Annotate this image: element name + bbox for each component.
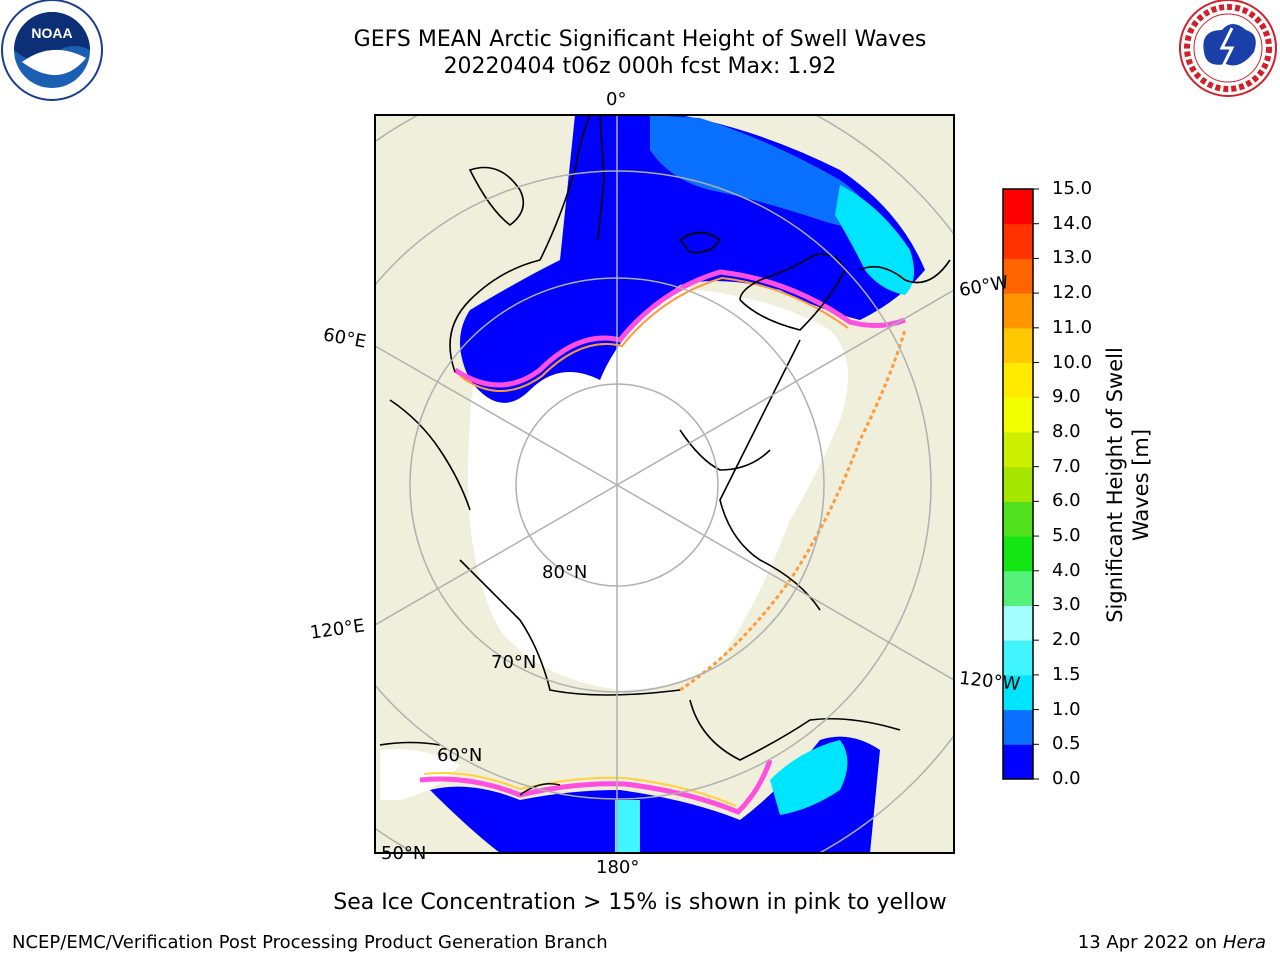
map-area bbox=[375, 115, 954, 853]
colorbar-label-line2: Waves [m] bbox=[1129, 428, 1153, 542]
colorbar-tick-label: 6.0 bbox=[1052, 490, 1081, 512]
colorbar-tick-label: 14.0 bbox=[1052, 212, 1093, 234]
colorbar-tick-label: 5.0 bbox=[1052, 525, 1081, 547]
plot-title: GEFS MEAN Arctic Significant Height of S… bbox=[353, 27, 927, 52]
footer-date-text: 13 Apr 2022 on bbox=[1077, 932, 1218, 953]
north-pacific-cyan bbox=[770, 740, 848, 815]
colorbar-tick-label: 3.0 bbox=[1052, 594, 1081, 616]
bering-sea-swell bbox=[430, 736, 880, 853]
ice-edge-atlantic-inner bbox=[459, 276, 849, 392]
nws-logo bbox=[1179, 0, 1277, 97]
lat-label-80n: 80°N bbox=[542, 562, 588, 583]
colorbar-segment bbox=[1003, 189, 1033, 225]
colorbar-tick-label: 1.5 bbox=[1052, 663, 1081, 685]
colorbar-tick-label: 8.0 bbox=[1052, 420, 1081, 442]
colorbar-segment bbox=[1003, 674, 1033, 711]
footer-host: Hera bbox=[1222, 932, 1266, 953]
colorbar-segment bbox=[1003, 362, 1033, 398]
arctic-ocean bbox=[468, 286, 848, 690]
colorbar-segment bbox=[1003, 744, 1033, 780]
colorbar bbox=[1002, 188, 1039, 780]
colorbar-segment bbox=[1003, 640, 1033, 676]
lat-label-60n: 60°N bbox=[437, 745, 483, 766]
greenland-sea-cyan bbox=[835, 185, 914, 295]
colorbar-segment bbox=[1003, 397, 1033, 433]
colorbar-tick-label: 9.0 bbox=[1052, 386, 1081, 408]
bering-cyan-strip bbox=[615, 800, 640, 853]
colorbar-frame bbox=[1002, 188, 1034, 780]
ice-edge-canada bbox=[679, 329, 907, 692]
colorbar-tick-label: 1.0 bbox=[1052, 698, 1081, 720]
noaa-logo: NOAA bbox=[1, 0, 103, 101]
norwegian-sea-highswell bbox=[650, 115, 880, 230]
colorbar-tick-label: 12.0 bbox=[1052, 282, 1093, 304]
footer-date: 13 Apr 2022 on Hera bbox=[1078, 932, 1266, 953]
colorbar-segment bbox=[1003, 570, 1033, 606]
map-frame bbox=[374, 114, 955, 854]
lat-label-70n: 70°N bbox=[491, 652, 537, 673]
colorbar-label: Significant Height of Swell Waves [m] bbox=[1102, 347, 1154, 623]
footer-credit: NCEP/EMC/Verification Post Processing Pr… bbox=[12, 932, 608, 953]
colorbar-tick-label: 4.0 bbox=[1052, 559, 1081, 581]
lon-label-180: 180° bbox=[596, 857, 640, 878]
lon-label-0: 0° bbox=[606, 89, 627, 110]
colorbar-segment bbox=[1003, 536, 1033, 572]
caption: Sea Ice Concentration > 15% is shown in … bbox=[333, 890, 947, 915]
colorbar-segment bbox=[1003, 293, 1033, 329]
lat-label-50n: 50°N bbox=[381, 843, 427, 864]
colorbar-segment bbox=[1003, 223, 1033, 259]
graticule bbox=[375, 115, 954, 853]
colorbar-segment bbox=[1003, 501, 1033, 537]
colorbar-segment bbox=[1003, 605, 1033, 641]
colorbar-segment bbox=[1003, 466, 1033, 502]
colorbar-tick-label: 13.0 bbox=[1052, 247, 1093, 269]
colorbar-tick-label: 10.0 bbox=[1052, 351, 1093, 373]
colorbar-segment bbox=[1003, 431, 1033, 468]
colorbar-tick-label: 7.0 bbox=[1052, 455, 1081, 477]
colorbar-tick-label: 0.0 bbox=[1052, 768, 1081, 789]
ice-edge-pacific-inner bbox=[423, 772, 737, 807]
colorbar-tick-label: 15.0 bbox=[1052, 178, 1093, 199]
noaa-logo-text: NOAA bbox=[31, 25, 72, 41]
ice-edge-atlantic bbox=[453, 269, 906, 388]
okhotsk-white bbox=[380, 749, 460, 800]
colorbar-label-line1: Significant Height of Swell bbox=[1103, 347, 1127, 623]
colorbar-tick-label: 2.0 bbox=[1052, 629, 1081, 651]
colorbar-tick-label: 11.0 bbox=[1052, 316, 1093, 338]
colorbar-segment bbox=[1003, 709, 1033, 745]
colorbar-tick-label: 0.5 bbox=[1052, 733, 1081, 755]
plot-subtitle: 20220404 t06z 000h fcst Max: 1.92 bbox=[443, 54, 837, 79]
colorbar-segment bbox=[1003, 258, 1033, 294]
ice-edge-pacific bbox=[419, 759, 773, 815]
colorbar-segment bbox=[1003, 327, 1033, 364]
